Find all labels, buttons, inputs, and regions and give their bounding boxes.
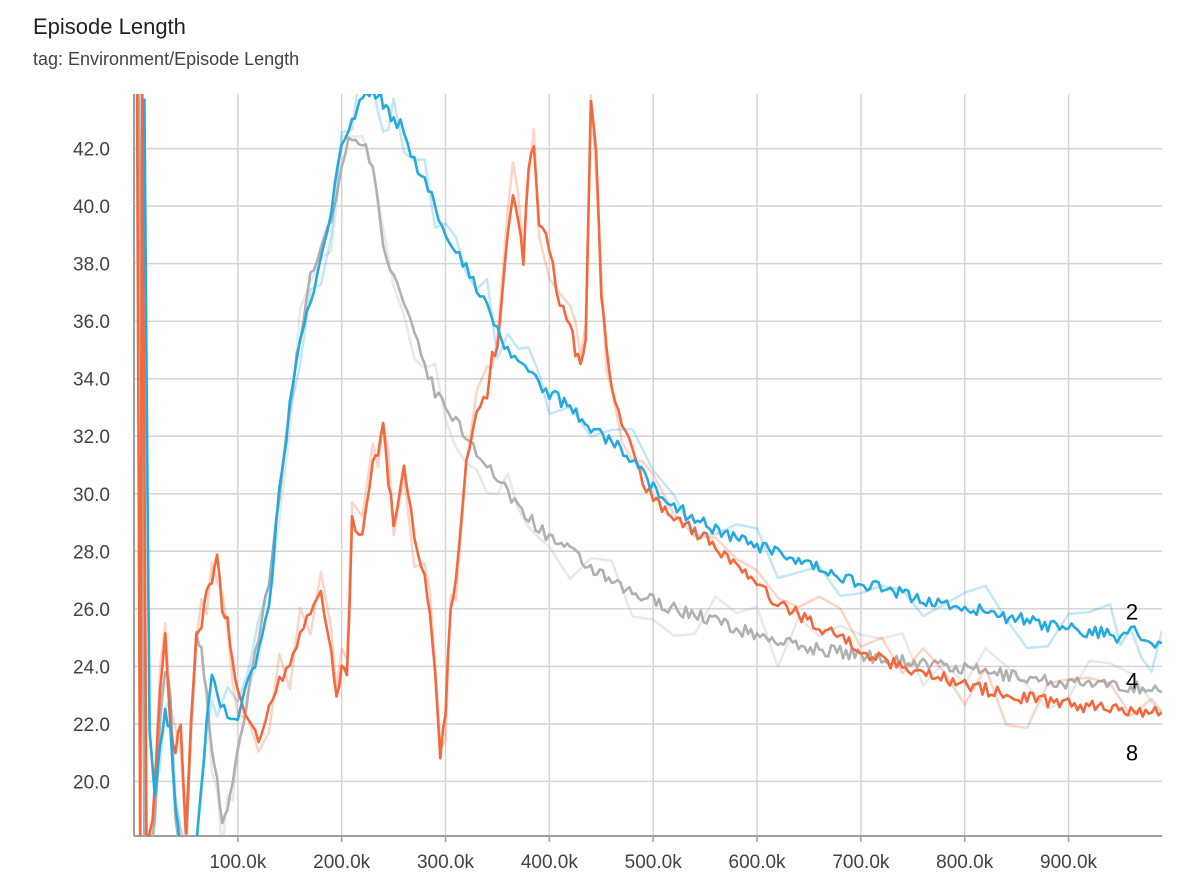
y-tick-label: 30.0 — [73, 485, 110, 506]
series-line-4 — [137, 94, 1162, 836]
grid-lines — [134, 94, 1162, 836]
x-tick-label: 400.0k — [521, 852, 579, 873]
y-tick-label: 36.0 — [73, 312, 110, 333]
y-tick-label: 26.0 — [73, 600, 110, 621]
y-tick-label: 20.0 — [73, 772, 110, 793]
y-tick-label: 40.0 — [73, 197, 110, 218]
y-tick-label: 42.0 — [73, 140, 110, 161]
y-tick-label: 34.0 — [73, 370, 110, 391]
x-tick-label: 200.0k — [313, 852, 371, 873]
y-tick-label: 38.0 — [73, 255, 110, 276]
y-tick-label: 32.0 — [73, 427, 110, 448]
x-tick-label: 100.0k — [209, 852, 267, 873]
series-raw-4 — [137, 125, 1162, 836]
axes — [133, 94, 1162, 842]
x-tick-label: 700.0k — [832, 852, 890, 873]
series-line-8 — [135, 94, 1162, 836]
x-tick-label: 600.0k — [729, 852, 787, 873]
x-tick-label: 900.0k — [1040, 852, 1098, 873]
tick-labels: 20.0 22.0 24.0 26.0 28.0 30.0 32.0 34.0 36.0 38.0… — [73, 140, 1098, 873]
chart-subtitle: tag: Environment/Episode Length — [33, 49, 300, 69]
y-tick-label: 24.0 — [73, 657, 110, 678]
series-end-label-8: 8 — [1126, 741, 1138, 766]
x-tick-label: 800.0k — [936, 852, 994, 873]
x-tick-label: 500.0k — [625, 852, 683, 873]
series-end-label-4: 4 — [1126, 669, 1138, 694]
x-tick-label: 300.0k — [417, 852, 475, 873]
series-lines — [135, 94, 1162, 836]
y-tick-label: 28.0 — [73, 542, 110, 563]
chart-title: Episode Length — [33, 14, 186, 39]
end-labels: 2 4 8 — [1126, 600, 1138, 766]
y-tick-label: 22.0 — [73, 715, 110, 736]
series-raw-2 — [143, 94, 1162, 836]
series-end-label-2: 2 — [1126, 600, 1138, 625]
series-line-2 — [143, 94, 1162, 836]
